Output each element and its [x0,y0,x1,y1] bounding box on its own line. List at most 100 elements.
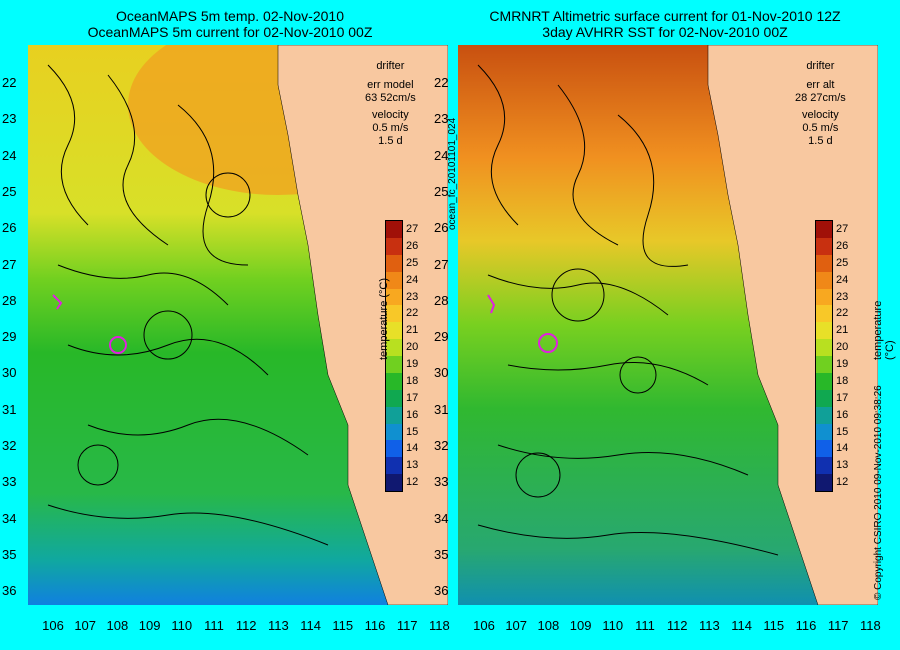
colorbar-tick-label: 13 [836,459,849,472]
lat-tick-label: 23 [434,111,449,127]
drifter-tracks [52,294,127,354]
left-colorbar: 27 26 25 24 23 22 21 20 19 18 17 16 15 14 13 12 [385,220,418,492]
lat-tick-label: 35 [434,546,449,562]
drifter-tracks-right [487,294,558,353]
colorbar-swatch [386,288,402,306]
left-legend-velocity: velocity [372,109,409,121]
lon-tick-label: 116 [795,618,817,633]
lat-tick-label: 27 [2,256,17,272]
colorbar-tick-label: 20 [406,341,419,354]
left-legend: drifter err model 63 52cm/s velocity 0.5… [365,60,416,148]
left-title-line2: OceanMAPS 5m current for 02-Nov-2010 00Z [87,24,373,40]
lat-tick-label: 22 [2,75,17,90]
colorbar-tick-label: 26 [406,239,419,252]
colorbar-tick-label: 24 [836,273,849,286]
colorbar-tick-label: 25 [836,256,849,269]
lon-tick-label: 112 [235,618,257,633]
colorbar-tick-label: 18 [836,374,849,387]
left-map-panel[interactable] [28,45,448,605]
left-title: OceanMAPS 5m temp. 02-Nov-2010 OceanMAPS… [30,8,430,40]
lat-tick-label: 25 [434,183,449,199]
colorbar-swatch [386,423,402,441]
colorbar-swatch [816,237,832,255]
lon-tick-label: 109 [138,618,161,633]
colorbar-swatch [816,474,832,491]
right-legend: drifter err alt 28 27cm/s velocity 0.5 m… [795,60,846,148]
colorbar-swatch [816,271,832,289]
colorbar-tick-label: 15 [406,425,419,438]
lon-tick-label: 117 [396,618,418,633]
left-legend-vel-scale: 0.5 m/s [372,122,409,134]
colorbar-tick-label: 17 [836,391,849,404]
left-legend-drifter: drifter [376,60,405,72]
colorbar-tick-label: 19 [836,358,849,370]
lat-tick-label: 33 [434,474,449,490]
lon-tick-label: 110 [602,618,624,633]
lat-tick-label: 28 [434,292,449,308]
colorbar-swatch [386,305,402,323]
lon-tick-label: 108 [106,618,129,633]
right-map-panel[interactable] [458,45,878,605]
colorbar-tick-label: 16 [836,408,849,421]
lat-tick-label: 31 [2,401,17,417]
right-legend-err-label: err alt [806,79,835,91]
colorbar-swatch [386,389,402,407]
lon-tick-label: 106 [42,618,64,633]
colorbar-tick-label: 16 [406,408,419,421]
colorbar-swatch [816,389,832,407]
right-title-line1: CMRNRT Altimetric surface current for 01… [489,8,841,24]
colorbar-swatch [816,305,832,323]
colorbar-swatch [386,406,402,424]
colorbar-swatch [386,322,402,340]
colorbar-tick-label: 12 [836,476,849,489]
colorbar-tick-label: 27 [836,223,849,235]
colorbar-tick-label: 26 [836,239,849,252]
colorbar-swatch [816,440,832,458]
right-map [458,45,878,605]
lat-tick-label: 36 [434,583,449,599]
lon-tick-label: 116 [364,618,386,633]
lat-tick-label: 34 [2,510,17,526]
lat-tick-label: 26 [2,220,17,236]
colorbar-tick-label: 21 [836,324,849,337]
colorbar-swatch [816,254,832,272]
colorbar-swatch [386,372,402,390]
lat-tick-label: 29 [434,329,449,345]
lon-tick-label: 110 [171,618,193,633]
right-legend-vel-scale: 0.5 m/s [802,122,839,134]
colorbar-swatch [386,271,402,289]
lat-tick-label: 27 [434,256,449,272]
lon-tick-label: 113 [268,618,289,633]
lat-tick-label: 25 [2,183,17,199]
left-legend-err-label: err model [367,79,414,91]
colorbar-swatch [816,322,832,340]
right-colorbar: 27 26 25 24 23 22 21 20 19 18 17 16 15 14 13 12 [815,220,848,492]
colorbar-swatch [386,440,402,458]
colorbar-swatch [816,406,832,424]
lon-tick-label: 111 [204,618,224,633]
colorbar-tick-label: 23 [406,290,419,303]
colorbar-tick-label: 21 [406,324,419,337]
colorbar-tick-label: 13 [406,459,419,472]
left-map [28,45,448,605]
colorbar-tick-label: 20 [836,341,849,354]
colorbar-tick-label: 14 [406,442,419,455]
colorbar-swatch [816,221,832,238]
colorbar-swatch [816,423,832,441]
colorbar-swatch [816,356,832,373]
left-legend-vel-days: 1.5 d [378,135,403,147]
lon-tick-label: 112 [666,618,688,633]
lat-tick-label: 31 [434,401,449,417]
lat-tick-label: 23 [2,111,17,127]
right-colorbar-label: temperature (°C) [872,300,896,360]
colorbar-swatch [386,474,402,491]
copyright-label: © Copyright CSIRO 2010 09-Nov-2010 09:38… [873,385,884,600]
colorbar-swatch [816,457,832,475]
colorbar-tick-label: 22 [406,307,419,320]
lat-tick-label: 32 [2,438,17,453]
lat-tick-label: 34 [434,510,449,526]
colorbar-tick-label: 15 [836,425,849,438]
colorbar-swatch [816,288,832,306]
left-colorbar-label: temperature (°C) [378,277,390,360]
colorbar-tick-label: 17 [406,391,419,404]
